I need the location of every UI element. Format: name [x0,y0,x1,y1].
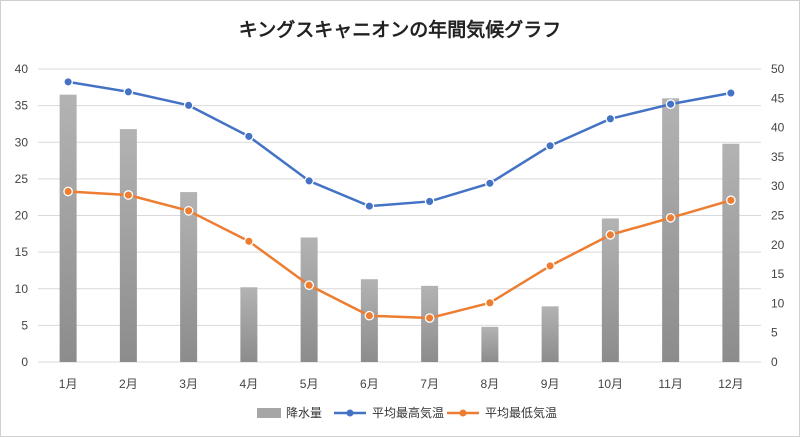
series-point [665,99,676,110]
legend-label: 降水量 [286,406,322,420]
left-axis-tick-label: 25 [15,172,29,186]
left-axis-tick-label: 40 [15,62,29,76]
bar-mark [722,143,740,362]
axes: 0 5 10 15 20 25 30 35 40 0 5 10 15 20 25 30 35 40 45 50 1月 2月… [15,62,785,391]
series-point [63,186,73,197]
bar-mark [481,326,499,362]
legend-marker [346,409,354,417]
bar-mark [541,306,559,362]
series-point [605,113,616,124]
left-axis-tick-label: 10 [15,282,29,296]
bar-mark [300,237,318,362]
right-axis-tick-label: 50 [771,62,785,76]
x-axis-tick-label: 9月 [541,377,560,391]
series-point [726,195,736,206]
series-point [364,201,375,211]
left-axis-tick-label: 35 [15,99,29,113]
right-axis-tick-label: 0 [771,355,778,369]
x-axis-tick-label: 2月 [119,377,138,391]
x-axis-tick-label: 3月 [179,377,198,391]
series-point [244,131,254,142]
legend-label: 平均最低気温 [485,405,557,420]
x-axis-tick-label: 1月 [59,377,78,391]
x-axis-tick-label: 6月 [360,377,379,391]
right-axis-tick-label: 5 [771,326,778,340]
bar-mark [360,279,378,362]
series-point [485,297,495,308]
series-point [665,212,676,223]
left-axis-tick-label: 0 [21,355,28,369]
right-axis-tick-label: 30 [771,179,785,193]
series-point [304,280,314,291]
series-point [123,190,134,200]
series-line [67,80,732,208]
right-axis-tick-label: 40 [771,121,785,135]
x-axis-tick-label: 10月 [598,377,623,391]
legend-swatch [257,408,281,418]
series-point [545,261,555,271]
series-point [183,205,194,216]
series-line [68,190,732,320]
right-axis-tick-label: 45 [771,91,785,105]
series-point [304,176,314,186]
legend-label: 平均最高気温 [372,405,444,420]
legend-marker [459,409,467,417]
x-axis-tick-label: 7月 [420,377,439,391]
series-point [183,100,194,111]
right-axis-tick-label: 25 [771,209,785,223]
series-point [485,178,495,189]
gridlines [38,68,761,363]
left-axis-tick-label: 15 [15,245,29,259]
series-point [364,310,375,321]
x-axis-tick-label: 4月 [240,377,259,391]
right-axis-tick-label: 15 [771,267,785,281]
right-axis-tick-label: 20 [771,238,785,252]
series-point [726,88,736,98]
bar-mark [180,192,198,362]
x-axis-tick-label: 8月 [481,377,500,391]
precipitation-bars [59,94,740,363]
bar-mark [601,218,619,362]
x-axis-tick-label: 5月 [300,377,319,391]
series-point [63,77,73,87]
left-axis-tick-label: 30 [15,135,29,149]
series-point [424,196,435,207]
series-point [605,229,616,240]
bar-mark [240,287,258,362]
x-axis-tick-label: 12月 [718,377,743,391]
legend: 降水量 平均最高気温 平均最低気温 [257,405,557,420]
left-axis-tick-label: 5 [21,318,28,332]
x-axis-tick-label: 11月 [658,377,682,391]
bar-mark [59,94,77,362]
series-point [123,87,134,97]
left-axis-tick-label: 20 [15,209,29,223]
right-axis-tick-label: 35 [771,150,785,164]
bar-mark [421,285,439,362]
right-axis-tick-label: 10 [771,296,785,310]
chart-title: キングスキャニオンの年間気候グラフ [238,19,562,41]
series-point [424,313,435,323]
bar-mark [662,98,680,363]
series-point [244,236,254,247]
series-point [545,140,555,151]
bar-mark [119,129,137,362]
temperature-lines [63,77,736,323]
